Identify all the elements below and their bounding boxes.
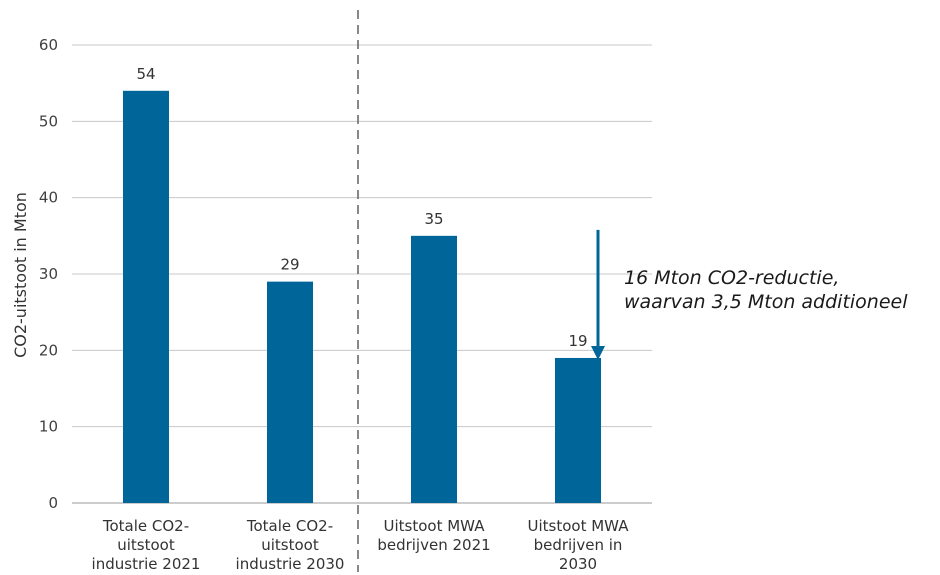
y-tick-label: 40 [39,189,58,207]
y-axis-title: CO2-uitstoot in Mton [11,192,30,358]
bar [411,235,457,504]
reduction-annotation: 16 Mton CO2-reductie, waarvan 3,5 Mton a… [624,266,940,314]
data-label: 29 [280,256,299,274]
data-label: 19 [568,332,587,350]
category-label: Uitstoot MWA bedrijven 2021 [377,517,490,554]
y-tick-label: 50 [39,112,58,130]
bar [267,281,313,503]
y-tick-label: 0 [48,494,58,512]
y-tick-label: 30 [39,265,58,283]
arrow-head [591,345,605,360]
y-tick-label: 60 [39,36,58,54]
bars [123,90,601,504]
y-tick-label: 20 [39,341,58,359]
data-label: 54 [136,65,155,83]
reduction-arrow [591,229,605,360]
annotation-line-2: waarvan 3,5 Mton additioneel [624,291,908,313]
bar [555,357,601,503]
bar [123,90,169,504]
data-labels: 54 29 35 19 [136,65,587,350]
category-label: Uitstoot MWA bedrijven in 2030 [528,517,630,573]
category-labels: Totale CO2-uitstoot industrie 2021 Totale … [92,517,630,573]
y-axis-ticks: 0 10 20 30 40 50 60 [39,36,58,512]
category-label: Totale CO2-uitstoot industrie 2021 [92,517,201,573]
data-label: 35 [424,210,443,228]
annotation-line-1: 16 Mton CO2-reductie, [624,267,840,289]
category-label: Totale CO2-uitstoot industrie 2030 [236,517,345,573]
y-tick-label: 10 [39,418,58,436]
